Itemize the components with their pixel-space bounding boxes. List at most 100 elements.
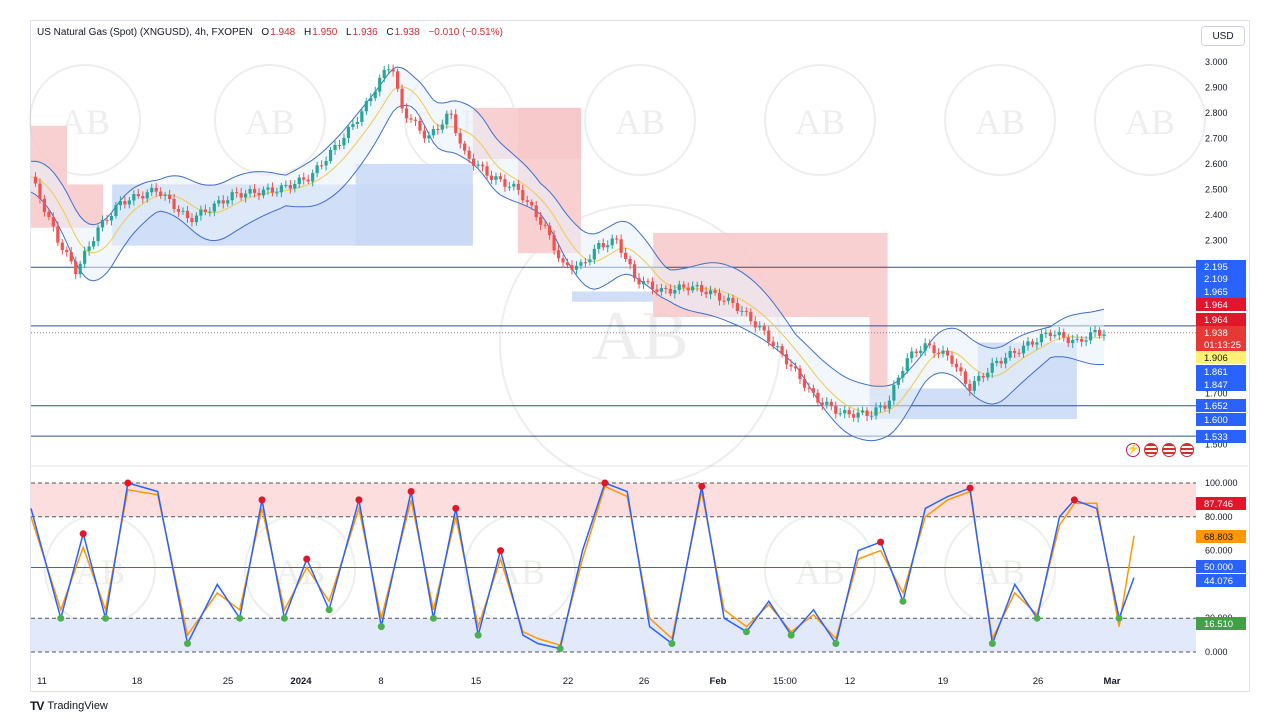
candle-body — [686, 287, 690, 291]
candle-body — [369, 98, 373, 102]
candle-body — [342, 137, 346, 146]
candle-body — [923, 343, 927, 351]
candle-body — [1066, 337, 1070, 344]
candle-body — [1071, 339, 1075, 344]
candle-body — [364, 101, 368, 112]
candle-body — [1093, 329, 1097, 333]
candle-body — [503, 179, 507, 187]
watermark-text: AB — [975, 102, 1025, 142]
buy-signal-dot — [474, 631, 482, 639]
candle-body — [507, 186, 511, 188]
tradingview-name: TradingView — [47, 700, 108, 712]
candle-body — [333, 145, 337, 150]
candle-body — [901, 370, 905, 378]
candle-body — [945, 350, 950, 356]
candle-body — [150, 187, 154, 193]
us-flag-icon[interactable] — [1144, 443, 1158, 457]
time-tick-label: 19 — [938, 676, 949, 687]
candle-body — [418, 120, 422, 131]
osc-value-tag-text: 16.510 — [1204, 619, 1233, 630]
candle-body — [588, 259, 592, 263]
buy-signal-dot — [668, 640, 676, 648]
low-value: 1.936 — [352, 27, 378, 38]
price-scale-tag-text: 1.652 — [1204, 401, 1228, 412]
candle-body — [932, 345, 936, 354]
candle-body — [717, 292, 722, 301]
us-flag-icon[interactable] — [1162, 443, 1176, 457]
candle-body — [1004, 357, 1008, 364]
time-tick-label: 15 — [471, 676, 482, 687]
candle-body — [449, 113, 453, 115]
osc-value-tag-text: 87.746 — [1204, 499, 1233, 510]
candle-body — [905, 358, 909, 371]
price-scale-tag — [1196, 313, 1246, 326]
us-flag-icon[interactable] — [1180, 443, 1194, 457]
change-value: −0.010 (−0.51%) — [428, 27, 503, 38]
watermark-text: AB — [245, 102, 295, 142]
overbought-band — [31, 483, 1196, 517]
buy-signal-dot — [787, 631, 795, 639]
candle-body — [279, 185, 283, 193]
watermark-ring — [584, 64, 696, 176]
candle-body — [373, 91, 377, 99]
symbol-header: US Natural Gas (Spot) (XNGUSD), 4h, FXOP… — [37, 27, 509, 38]
demand-zone — [355, 164, 473, 246]
candle-body — [986, 372, 990, 378]
sell-signal-dot — [303, 555, 311, 563]
candle-body — [682, 284, 686, 288]
sell-signal-dot — [1070, 496, 1078, 504]
osc-value-tag-text: 50.000 — [1204, 562, 1233, 573]
candle-body — [811, 388, 815, 393]
watermark-text: AB — [75, 552, 125, 592]
candle-body — [1030, 341, 1035, 345]
candle-body — [516, 183, 520, 190]
open-label: O — [261, 27, 270, 38]
candle-body — [758, 325, 762, 328]
candle-body — [145, 192, 149, 199]
candle-body — [56, 226, 60, 243]
candle-body — [404, 108, 409, 119]
watermark-ring — [1094, 64, 1206, 176]
candle-body — [896, 377, 900, 385]
lightning-icon[interactable]: ⚡ — [1126, 443, 1140, 457]
candle-body — [695, 285, 699, 287]
candle-body — [539, 217, 543, 225]
osc-value-tag — [1196, 574, 1246, 587]
price-scale-tag-text: 2.195 — [1204, 262, 1228, 273]
close-value: 1.938 — [394, 27, 420, 38]
candle-body — [704, 291, 708, 295]
price-scale-tag — [1196, 260, 1246, 273]
price-scale-tag — [1196, 430, 1246, 443]
candle-body — [543, 224, 547, 226]
candle-body — [995, 361, 999, 363]
candle-body — [574, 265, 579, 270]
candle-body — [619, 239, 623, 253]
candle-body — [852, 414, 856, 418]
candle-body — [860, 410, 865, 413]
candle-body — [167, 194, 172, 200]
watermark-text: AB — [795, 102, 845, 142]
tradingview-brand[interactable]: TV TradingView — [30, 699, 108, 713]
currency-button[interactable]: USD — [1201, 26, 1245, 46]
candle-body — [221, 200, 225, 204]
candle-body — [230, 192, 234, 201]
buy-signal-dot — [742, 628, 750, 636]
candle-body — [176, 209, 181, 212]
chart-frame — [30, 20, 1250, 692]
candle-body — [422, 130, 427, 139]
candle-body — [624, 252, 628, 259]
candle-body — [820, 402, 824, 405]
symbol-title: US Natural Gas (Spot) (XNGUSD), 4h, FXOP… — [37, 27, 253, 38]
candle-body — [194, 215, 199, 223]
candle-body — [713, 290, 717, 293]
candle-body — [919, 350, 923, 354]
time-tick-label: 22 — [563, 676, 574, 687]
candle-body — [735, 303, 739, 311]
candle-body — [548, 225, 552, 236]
candle-body — [467, 150, 471, 159]
candle-body — [641, 281, 646, 285]
candle-body — [440, 124, 444, 130]
event-icons[interactable]: ⚡ — [1126, 443, 1194, 457]
candle-body — [159, 191, 163, 196]
